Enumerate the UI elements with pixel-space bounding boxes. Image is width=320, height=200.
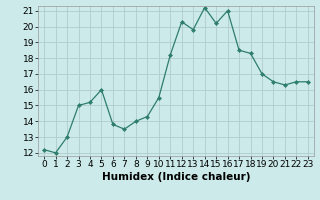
- X-axis label: Humidex (Indice chaleur): Humidex (Indice chaleur): [102, 172, 250, 182]
